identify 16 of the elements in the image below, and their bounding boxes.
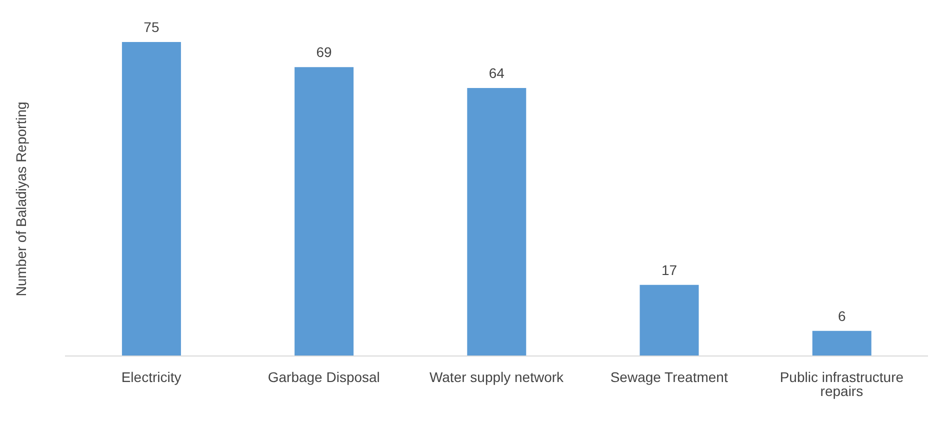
x-tick-label: Garbage Disposal: [268, 368, 380, 385]
data-label: 64: [488, 65, 505, 82]
data-label: 69: [316, 44, 332, 60]
bar: [122, 42, 181, 356]
x-tick-label: Sewage Treatment: [610, 368, 728, 385]
data-label: 6: [838, 308, 846, 324]
x-tick-label: Water supply network: [429, 368, 565, 385]
x-tick-label: Electricity: [121, 368, 182, 385]
data-label: 75: [144, 19, 160, 35]
bar: [467, 88, 526, 356]
data-label: 17: [661, 262, 678, 278]
y-axis-title: Number of Baladiyas Reporting: [12, 102, 29, 296]
bar: [294, 67, 354, 356]
bar: [640, 284, 699, 356]
bar: [812, 330, 872, 356]
x-tick-label: Public infrastructure repairs: [780, 368, 904, 399]
